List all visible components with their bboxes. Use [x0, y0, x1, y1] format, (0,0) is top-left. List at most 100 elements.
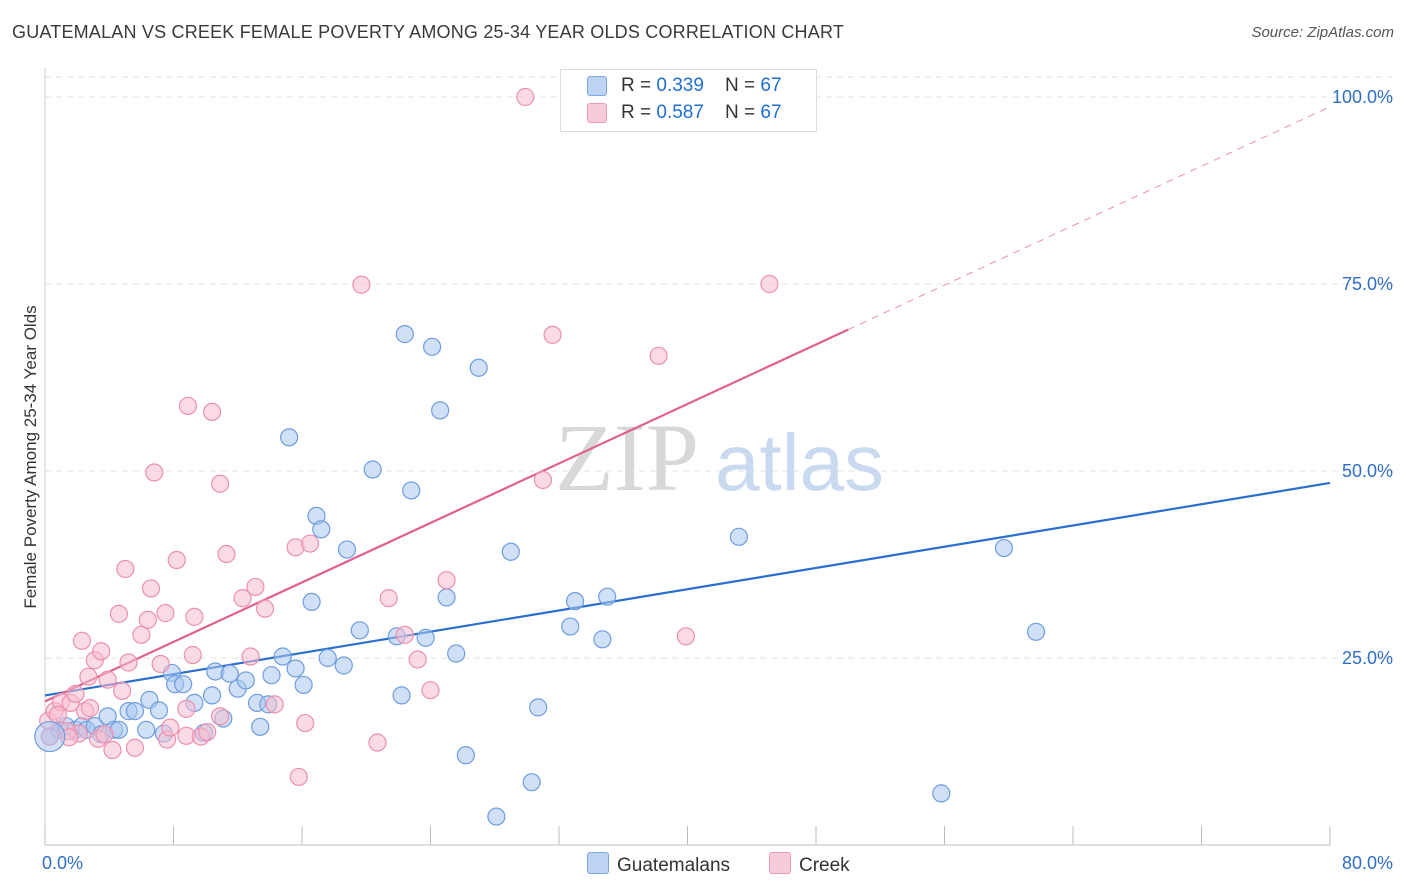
- legend-n-label: N =: [725, 102, 761, 123]
- chart-source: Source: ZipAtlas.com: [1251, 24, 1394, 41]
- guatemalans-point: [729, 527, 749, 546]
- bottom-legend-guatemalans: Guatemalans: [587, 852, 730, 877]
- creek-point: [533, 470, 553, 490]
- guatemalans-point: [423, 337, 442, 356]
- creek-point: [109, 604, 128, 623]
- guatemalans-point: [174, 675, 193, 694]
- creek-point: [112, 681, 132, 701]
- creek-point: [408, 650, 427, 669]
- guatemalans-point: [286, 659, 305, 678]
- y-tick-label: 25.0%: [1342, 648, 1393, 668]
- creek-point: [265, 695, 284, 714]
- guatemalans-point: [501, 542, 520, 561]
- watermark-atlas: atlas: [715, 418, 884, 507]
- guatemalans-point: [137, 720, 156, 739]
- guatemalans-point: [125, 702, 145, 721]
- guatemalans-cluster-point: [34, 720, 66, 753]
- guatemalans-point: [337, 540, 357, 559]
- x-tick-label: 0.0%: [42, 853, 83, 873]
- guatemalans-swatch: [587, 852, 609, 874]
- creek-point: [156, 604, 175, 623]
- creek-point: [241, 647, 260, 666]
- guatemalans-point: [363, 460, 382, 479]
- creek-point: [255, 599, 275, 618]
- guatemalans-point: [395, 325, 414, 344]
- guatemalans-point: [334, 656, 353, 675]
- creek-point: [246, 577, 265, 597]
- creek-point: [138, 610, 157, 629]
- guatemalans-point: [262, 666, 281, 685]
- guatemalans-point: [487, 807, 506, 826]
- creek-point: [676, 627, 695, 646]
- y-axis-label: Female Poverty Among 25-34 Year Olds: [21, 305, 40, 608]
- creek-point: [132, 625, 151, 644]
- bottom-legend-label: Creek: [799, 855, 850, 876]
- creek-point: [167, 550, 186, 570]
- creek-point: [72, 631, 92, 650]
- creek-point: [119, 653, 138, 672]
- guatemalans-point: [561, 617, 580, 636]
- guatemalans-point: [318, 648, 337, 668]
- legend-r-value: 0.587: [656, 102, 704, 123]
- legend-r-value: 0.339: [656, 75, 704, 96]
- guatemalans-swatch: [587, 76, 607, 96]
- creek-trend-extension: [847, 106, 1331, 331]
- guatemalans-point: [1026, 622, 1046, 641]
- watermark-zip: ZIP: [555, 404, 699, 511]
- guatemalans-point: [565, 592, 585, 611]
- guatemalans-point: [392, 686, 411, 705]
- creek-point: [161, 718, 180, 737]
- guatemalans-point: [312, 520, 331, 539]
- guatemalans-point: [529, 698, 548, 717]
- guatemalans-point: [456, 746, 475, 765]
- creek-point: [116, 559, 135, 579]
- creek-point: [300, 534, 320, 553]
- guatemalans-point: [294, 675, 313, 695]
- chart-title: GUATEMALAN VS CREEK FEMALE POVERTY AMONG…: [12, 22, 845, 42]
- x-tick-label: 80.0%: [1342, 853, 1393, 873]
- creek-point: [79, 667, 98, 686]
- legend-r-label: R =: [621, 75, 657, 96]
- creek-point: [103, 740, 122, 760]
- creek-point: [760, 274, 779, 294]
- creek-point: [177, 699, 196, 718]
- creek-point: [95, 725, 114, 744]
- creek-trend-line: [44, 328, 849, 703]
- creek-point: [178, 396, 198, 416]
- bottom-legend-label: Guatemalans: [617, 855, 731, 876]
- creek-point: [516, 87, 535, 107]
- legend-r-label: R =: [621, 102, 657, 123]
- guatemalans-point: [593, 630, 612, 649]
- creek-point: [98, 670, 117, 689]
- tick-labels: 25.0% 50.0% 75.0% 100.0% 0.0% 80.0%: [42, 87, 1393, 873]
- creek-point: [543, 325, 562, 344]
- creek-point: [92, 642, 111, 661]
- guatemalans-point: [431, 401, 450, 420]
- guatemalans-point: [302, 592, 321, 612]
- guatemalans-point: [350, 621, 369, 640]
- gridlines: [45, 76, 1395, 659]
- guatemalans-point: [416, 628, 435, 647]
- creek-point: [145, 463, 164, 482]
- guatemalans-point: [402, 481, 421, 500]
- guatemalans-point: [202, 686, 222, 705]
- creek-point: [289, 767, 308, 787]
- creek-point: [210, 707, 230, 726]
- creek-point: [185, 607, 204, 626]
- creek-point: [379, 589, 398, 608]
- guatemalans-point: [280, 428, 299, 447]
- creek-point: [48, 705, 67, 724]
- creek-point: [210, 474, 230, 493]
- creek-point: [183, 645, 202, 665]
- creek-point: [352, 275, 371, 294]
- watermark: ZIP atlas: [555, 404, 884, 511]
- creek-point: [217, 544, 236, 564]
- y-tick-label: 75.0%: [1342, 274, 1393, 294]
- creek-point: [66, 684, 85, 704]
- guatemalans-point: [994, 538, 1014, 558]
- guatemalans-point: [469, 358, 488, 377]
- guatemalans-trend-line: [44, 481, 1331, 697]
- creek-point: [421, 681, 440, 700]
- creek-point: [141, 579, 161, 598]
